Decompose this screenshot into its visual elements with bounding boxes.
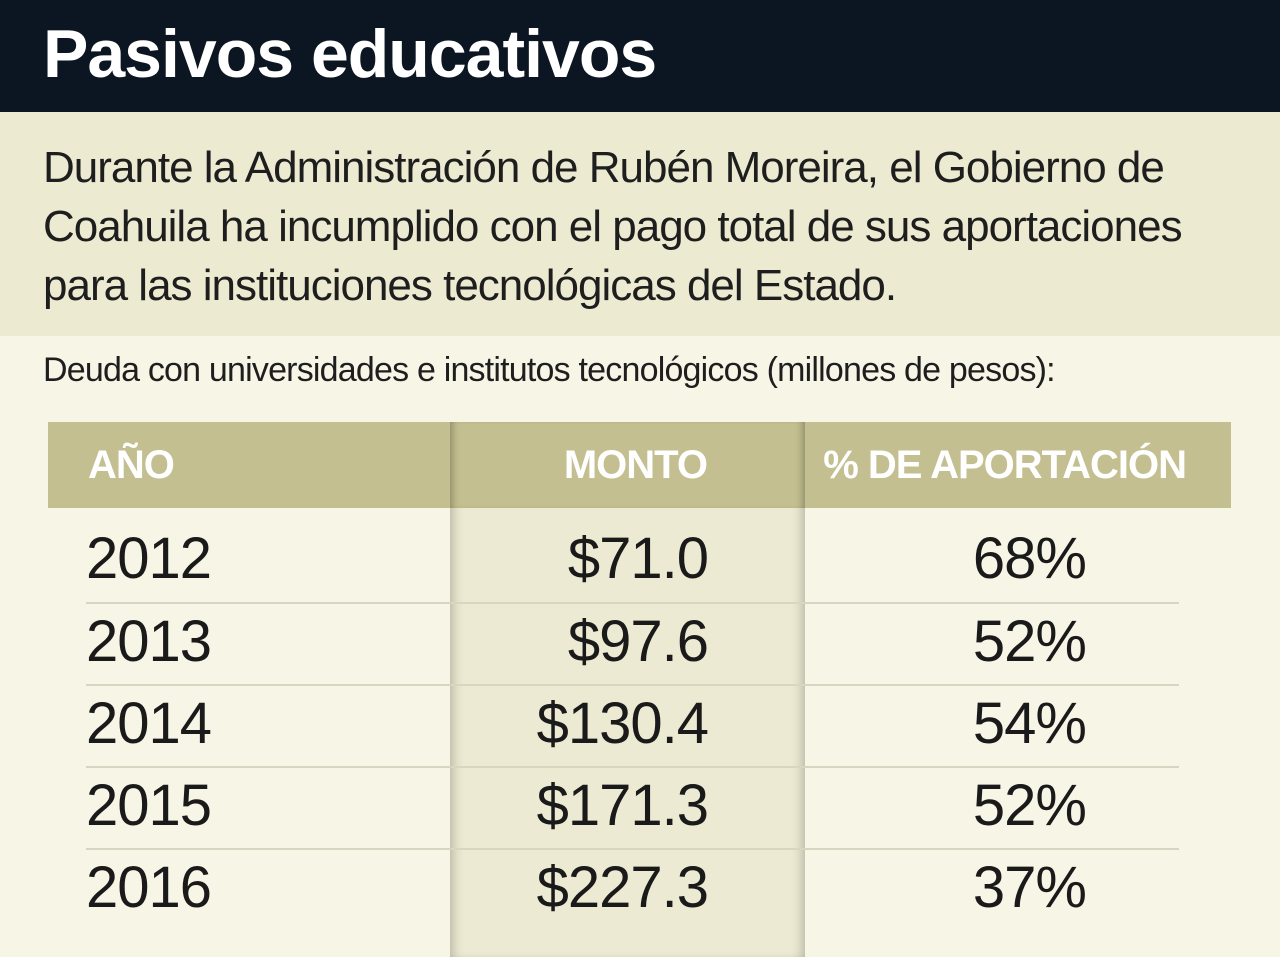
cell-year: 2014	[86, 691, 212, 756]
cell-percent: 37%	[972, 855, 1087, 920]
table-row: 2014 $130.4 54%	[0, 683, 1280, 765]
cell-amount: $227.3	[536, 855, 709, 920]
table-row: 2015 $171.3 52%	[0, 765, 1280, 847]
cell-year: 2013	[86, 609, 212, 674]
cell-percent: 52%	[972, 773, 1087, 838]
row-divider	[86, 766, 1179, 768]
page-title: Pasivos educativos	[43, 16, 657, 92]
table-row: 2016 $227.3 37%	[0, 847, 1280, 929]
cell-year: 2012	[86, 526, 212, 591]
table-row: 2013 $97.6 52%	[0, 601, 1280, 683]
row-divider	[86, 684, 1179, 686]
header-amount: MONTO	[450, 422, 805, 508]
cell-amount: $171.3	[536, 773, 709, 838]
table-subtitle: Deuda con universidades e institutos tec…	[43, 351, 1056, 389]
intro-text: Durante la Administración de Rubén Morei…	[43, 143, 1183, 310]
table-header: AÑO MONTO % DE APORTACIÓN	[48, 422, 1231, 508]
row-divider	[86, 602, 1179, 604]
cell-amount: $71.0	[567, 526, 709, 591]
table-row: 2012 $71.0 68%	[0, 518, 1280, 600]
cell-amount: $130.4	[536, 691, 709, 756]
row-divider	[86, 848, 1179, 850]
cell-year: 2016	[86, 855, 212, 920]
cell-amount: $97.6	[567, 609, 709, 674]
cell-percent: 68%	[972, 526, 1087, 591]
intro-box	[0, 112, 1280, 336]
header-percent: % DE APORTACIÓN	[805, 422, 1231, 508]
header-year: AÑO	[48, 422, 450, 508]
cell-year: 2015	[86, 773, 212, 838]
cell-percent: 54%	[972, 691, 1087, 756]
cell-percent: 52%	[972, 609, 1087, 674]
header-bar	[0, 0, 1280, 112]
amount-column-shade	[450, 422, 805, 957]
